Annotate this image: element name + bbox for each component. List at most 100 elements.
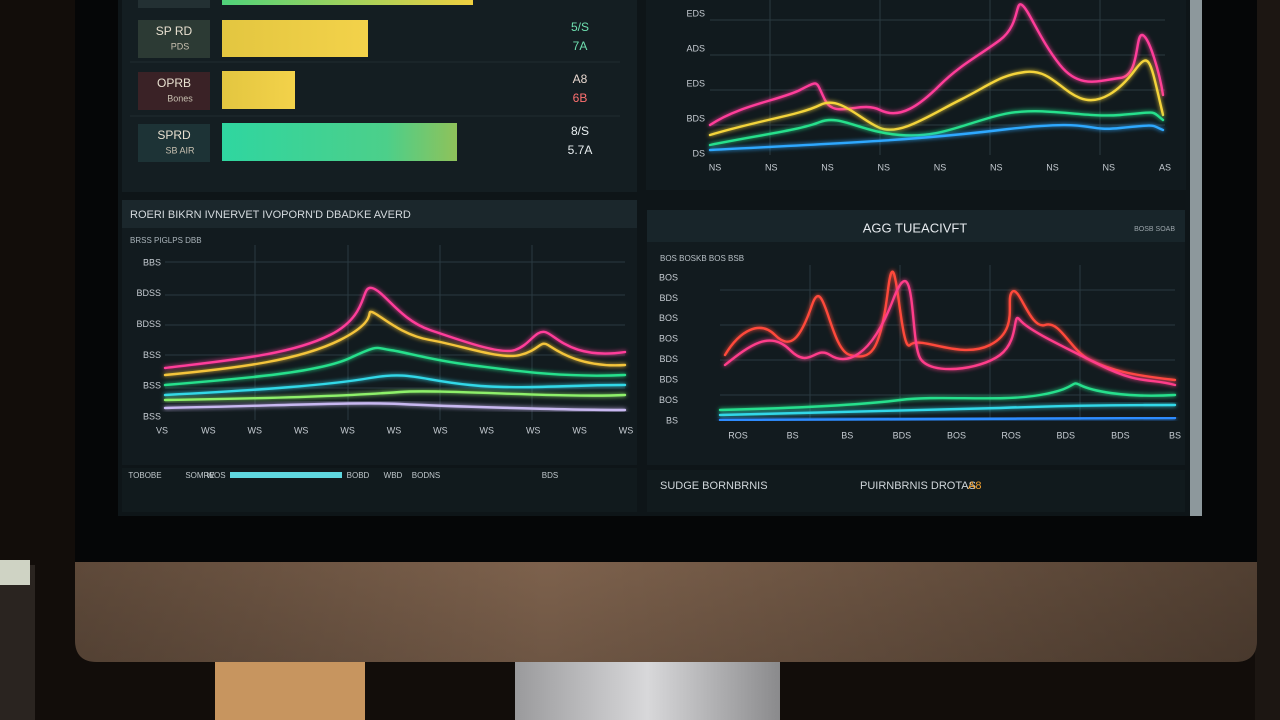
line — [163, 374, 627, 397]
x-tick-label: WS — [572, 425, 587, 435]
row-change: 5.7A — [568, 143, 593, 157]
y-tick-label: BSS — [143, 411, 161, 421]
x-tick-label: BDS — [893, 430, 912, 440]
row-value: 5/S — [571, 20, 589, 34]
bottom-label: WBD — [384, 471, 403, 480]
panel — [122, 468, 637, 512]
line — [718, 403, 1177, 417]
chart-title: ROERI BIKRN IVNERVET IVOPORN'D DBADKE AV… — [130, 209, 411, 221]
x-tick-label: NS — [877, 162, 890, 172]
y-tick-label: BSS — [143, 350, 161, 360]
pen-holder — [0, 565, 35, 720]
y-tick-label: EDS — [686, 78, 705, 88]
line — [708, 123, 1165, 152]
line — [163, 346, 627, 387]
progress-bar — [230, 472, 342, 478]
panel-header — [647, 210, 1185, 242]
row-box — [138, 20, 210, 58]
x-tick-label: NS — [1046, 162, 1059, 172]
x-tick-label: NS — [1102, 162, 1115, 172]
x-tick-label: WS — [480, 425, 495, 435]
bottom-label: TOBOBE — [128, 471, 161, 480]
x-tick-label: NS — [990, 162, 1003, 172]
x-tick-label: BDS — [1111, 430, 1130, 440]
y-tick-label: BS — [666, 415, 678, 425]
x-tick-label: WS — [201, 425, 216, 435]
row-sub: Bones — [167, 93, 193, 103]
bottom-label: SUDGE BORNBRNIS — [660, 480, 768, 492]
line — [723, 279, 1177, 387]
row-name: OPRB — [157, 76, 191, 90]
x-tick-label: BOS — [947, 430, 966, 440]
row-value: A8 — [573, 72, 588, 86]
background-right — [1255, 0, 1280, 720]
row-box — [138, 124, 210, 162]
row-sub: PDS — [171, 41, 190, 51]
y-tick-label: BBS — [143, 257, 161, 267]
line — [723, 270, 1177, 382]
line — [163, 390, 627, 402]
y-tick-label: BOS — [659, 272, 678, 282]
bottom-label: WOS — [206, 471, 225, 480]
y-tick-label: BOS — [659, 395, 678, 405]
x-tick-label: NS — [821, 162, 834, 172]
bottom-label: SOMRE — [185, 471, 214, 480]
row-name: SP RD — [156, 24, 193, 38]
y-tick-label: BDS — [686, 113, 705, 123]
x-tick-label: WS — [387, 425, 402, 435]
x-tick-label: VS — [156, 425, 168, 435]
line — [163, 402, 627, 412]
bar — [222, 123, 457, 161]
x-tick-label: NS — [709, 162, 722, 172]
bar — [222, 0, 473, 5]
panel — [646, 0, 1186, 190]
bottom-label: BOBD — [347, 471, 370, 480]
monitor-stand — [515, 655, 780, 720]
line — [708, 59, 1165, 137]
x-tick-label: BS — [787, 430, 799, 440]
screen-edge — [1190, 0, 1202, 516]
x-tick-label: ROS — [728, 430, 748, 440]
row-sub: SB AIR — [165, 145, 195, 155]
chart-title: AGG TUEACIVFT — [863, 220, 968, 235]
line — [163, 286, 627, 370]
y-tick-label: DS — [692, 148, 705, 158]
y-tick-label: BDS — [659, 375, 678, 385]
x-tick-label: WS — [433, 425, 448, 435]
bar — [222, 71, 295, 109]
x-tick-label: WS — [526, 425, 541, 435]
row-name: SPRD — [157, 128, 191, 142]
cup — [215, 660, 365, 720]
x-tick-label: BS — [1169, 430, 1181, 440]
panel — [122, 200, 637, 465]
line — [163, 310, 627, 377]
y-tick-label: BDS — [659, 354, 678, 364]
y-tick-label: BDS — [659, 293, 678, 303]
y-tick-label: BDSS — [136, 319, 161, 329]
row-change: 7A — [573, 39, 588, 53]
line — [718, 416, 1177, 422]
y-tick-label: BOS — [659, 313, 678, 323]
x-tick-label: ROS — [1001, 430, 1021, 440]
grid — [710, 0, 1165, 155]
bottom-label: BDS — [542, 471, 558, 480]
y-tick-label: ADS — [686, 43, 705, 53]
x-tick-label: WS — [340, 425, 355, 435]
x-tick-label: NS — [765, 162, 778, 172]
x-tick-label: BDS — [1056, 430, 1075, 440]
generated-texts: SP RD PDS 5/S 7A OPRB Bones A8 6B SPRD SB AIR 8/S 5… — [128, 8, 1181, 480]
line — [708, 3, 1165, 127]
x-tick-label: AS — [1159, 162, 1171, 172]
y-tick-label: BSS — [143, 381, 161, 391]
bottom-label: BODNS — [412, 471, 440, 480]
x-tick-label: NS — [934, 162, 947, 172]
bottom-caption: PUIRNBRNIS DROTAS — [860, 480, 976, 492]
x-tick-label: BS — [841, 430, 853, 440]
y-tick-label: EDS — [686, 8, 705, 18]
row-box — [138, 0, 210, 8]
x-tick-label: WS — [248, 425, 263, 435]
panel-header — [122, 200, 637, 228]
y-tick-label: BOS — [659, 334, 678, 344]
line — [718, 382, 1177, 412]
